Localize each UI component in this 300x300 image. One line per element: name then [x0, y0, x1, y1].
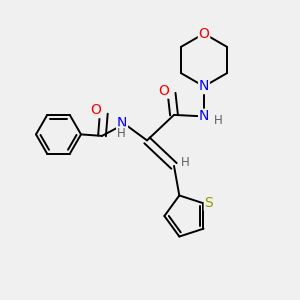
- Text: N: N: [117, 116, 127, 130]
- Text: H: H: [213, 114, 222, 127]
- Text: H: H: [181, 156, 190, 169]
- Text: N: N: [199, 110, 209, 123]
- Text: O: O: [199, 27, 209, 40]
- Text: O: O: [90, 103, 101, 117]
- Text: N: N: [199, 80, 209, 93]
- Text: O: O: [159, 84, 170, 98]
- Text: H: H: [117, 127, 126, 140]
- Text: S: S: [205, 196, 213, 210]
